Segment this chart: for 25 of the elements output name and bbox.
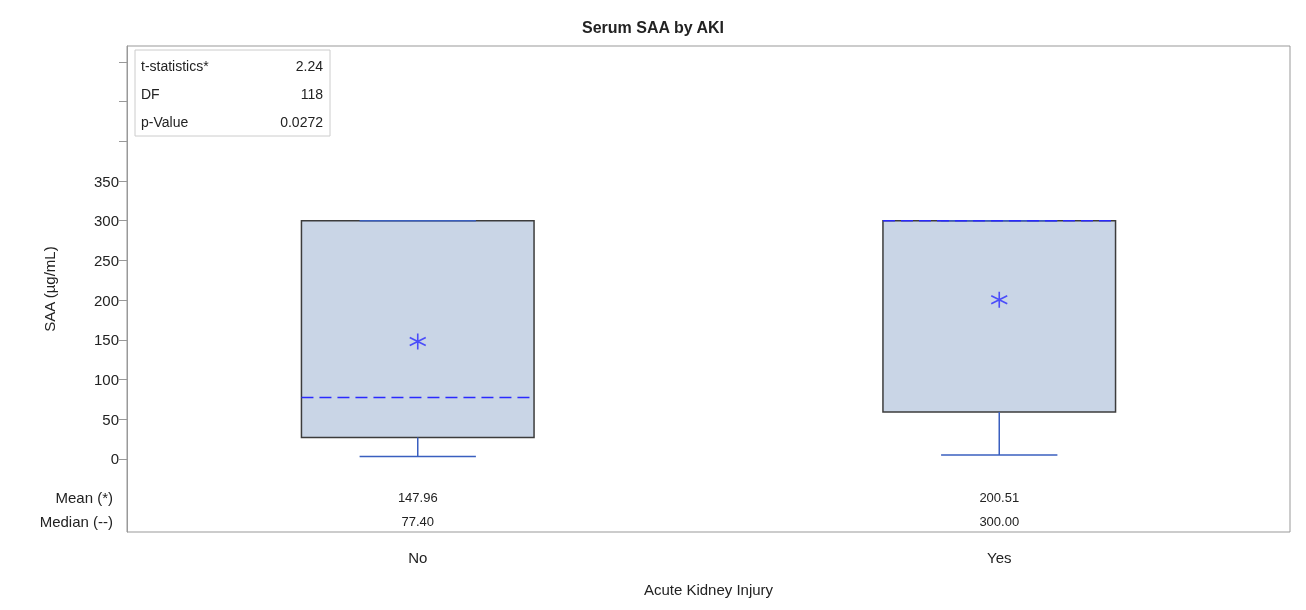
y-tick-label: 100 xyxy=(93,371,119,389)
annotation: 118 xyxy=(300,86,324,102)
text: Median (--) xyxy=(39,512,113,530)
annotation: 147.96 xyxy=(397,489,438,505)
y-tick-label: 300 xyxy=(93,212,119,230)
y-tick-label: 0 xyxy=(110,450,119,468)
x-tick-label: No xyxy=(408,549,428,566)
annotation: 0.0272 xyxy=(280,114,324,130)
annotation: p-Value xyxy=(141,114,189,130)
x-axis-title: Acute Kidney Injury xyxy=(643,581,774,598)
y-axis-title: SAA (µg/mL) xyxy=(41,246,58,332)
annotation: 300.00 xyxy=(979,513,1020,529)
y-tick-label: 350 xyxy=(93,172,119,190)
annotation: 2.24 xyxy=(295,58,324,74)
y-tick-label: 200 xyxy=(93,291,119,309)
text: Mean (*) xyxy=(55,488,113,506)
annotation: 200.51 xyxy=(979,489,1020,505)
y-tick-label: 250 xyxy=(93,251,119,269)
y-tick-label: 50 xyxy=(102,410,119,428)
x-tick-label: Yes xyxy=(987,549,1012,566)
y-tick-label: 150 xyxy=(93,331,119,349)
annotation: DF xyxy=(141,86,160,102)
chart-title: Serum SAA by AKI xyxy=(582,18,724,36)
annotation: 77.40 xyxy=(401,513,435,529)
annotation: t-statistics* xyxy=(141,58,210,74)
